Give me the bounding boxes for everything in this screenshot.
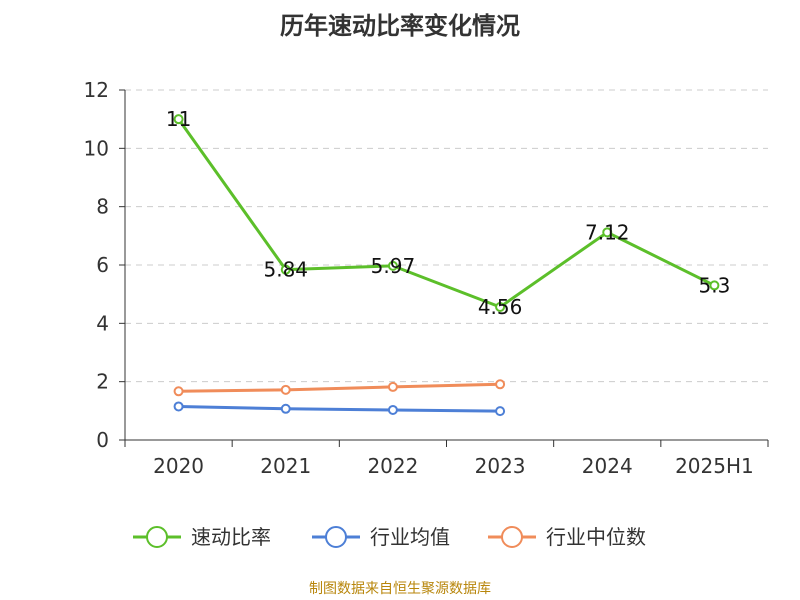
legend-label: 速动比率 (191, 525, 271, 549)
x-tick-label: 2025H1 (675, 454, 754, 478)
y-tick-label: 8 (96, 195, 109, 219)
data-point (495, 302, 506, 312)
data-point (173, 386, 184, 397)
data-point (387, 260, 398, 271)
data-point (387, 404, 398, 415)
data-point (280, 264, 291, 275)
data-point (280, 403, 291, 414)
data-label: 11 (166, 107, 191, 131)
legend-label: 行业均值 (370, 525, 450, 549)
chart-title: 历年速动比率变化情况 (280, 12, 520, 40)
data-point (173, 401, 184, 412)
y-tick-label: 12 (84, 78, 109, 102)
legend-marker (325, 526, 347, 548)
x-tick-label: 2023 (475, 454, 526, 478)
data-point (280, 384, 291, 395)
data-label: 5.97 (371, 254, 416, 278)
data-point (495, 406, 506, 417)
y-tick-label: 6 (96, 253, 109, 277)
data-point (602, 227, 613, 238)
legend-marker (501, 526, 523, 548)
x-tick-label: 2020 (153, 454, 204, 478)
data-point (709, 280, 720, 291)
legend-label: 行业中位数 (546, 525, 646, 549)
data-label: 5.84 (263, 258, 308, 282)
data-label: 7.12 (585, 220, 630, 244)
x-tick-label: 2021 (260, 454, 311, 478)
series-line-2 (178, 404, 501, 413)
data-label: 5.3 (699, 273, 731, 297)
x-tick-label: 2022 (367, 454, 418, 478)
series-line-1 (177, 118, 716, 309)
source-note: 制图数据来自恒生聚源数据库 (309, 581, 491, 597)
data-point (387, 381, 398, 392)
y-tick-label: 0 (96, 428, 109, 452)
series-line-3 (178, 382, 501, 393)
x-tick-label: 2024 (582, 454, 633, 478)
y-tick-label: 10 (84, 136, 109, 160)
legend-marker (146, 526, 168, 548)
data-label: 4.56 (478, 295, 523, 319)
data-point (173, 114, 184, 125)
y-tick-label: 4 (96, 311, 109, 335)
data-point (495, 379, 506, 390)
y-tick-label: 2 (96, 370, 109, 394)
